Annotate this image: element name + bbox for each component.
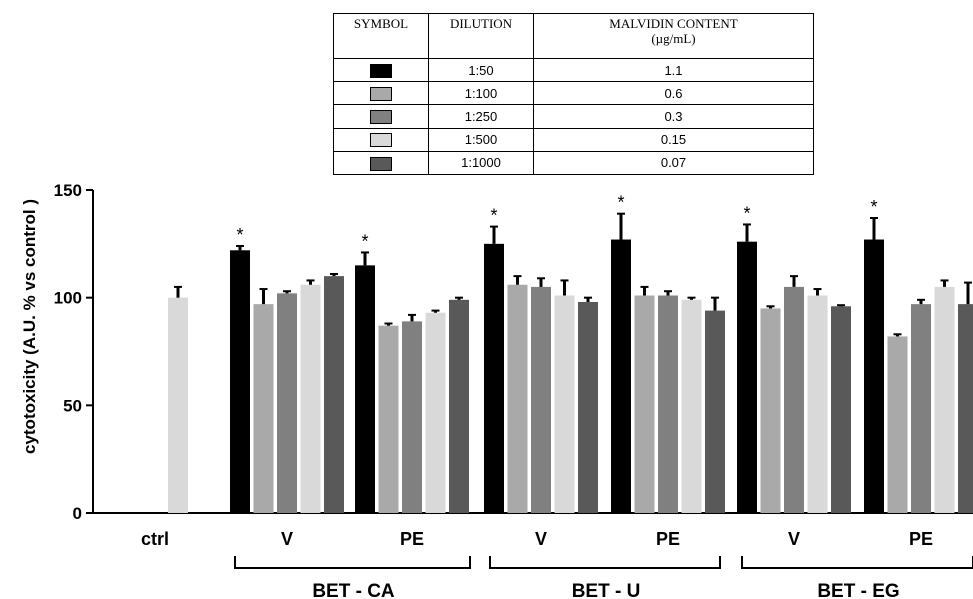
- legend-symbol-cell: [333, 150, 429, 176]
- legend-symbol-cell: [333, 104, 429, 129]
- bar: [887, 336, 908, 513]
- bar: [958, 304, 973, 513]
- bar: [277, 293, 297, 513]
- significance-marker: *: [236, 225, 243, 245]
- group-bracket: [489, 556, 721, 569]
- legend-row: 1:50 1.1: [333, 57, 814, 83]
- bar: [611, 239, 631, 513]
- legend-header-dilution: DILUTION: [428, 13, 534, 59]
- legend-content: 1.1: [533, 57, 814, 83]
- legend-row: 1:100 0.6: [333, 81, 814, 106]
- category-label: V: [788, 529, 800, 549]
- category-label: V: [535, 529, 547, 549]
- legend-content: 0.3: [533, 104, 814, 129]
- bar: [681, 299, 702, 513]
- bar: [864, 239, 884, 513]
- bar: [737, 241, 757, 513]
- bar: [531, 286, 551, 513]
- category-label: PE: [400, 529, 424, 549]
- bar: [554, 295, 575, 513]
- y-tick-label: 0: [73, 504, 82, 523]
- bar: [807, 295, 828, 513]
- bar: [168, 297, 188, 513]
- group-label: BET - U: [572, 581, 641, 599]
- y-tick-label: 150: [54, 181, 82, 200]
- significance-marker: *: [361, 231, 368, 251]
- bar: [507, 284, 528, 513]
- legend-dilution: 1:50: [428, 57, 534, 83]
- bar: [634, 295, 655, 513]
- legend-table: SYMBOL DILUTION MALVIDIN CONTENT (µg/mL)…: [333, 13, 814, 176]
- legend-header-content-title: MALVIDIN CONTENT: [609, 16, 738, 31]
- legend-row: 1:1000 0.07: [333, 150, 814, 176]
- group-bracket: [234, 556, 471, 569]
- significance-marker: *: [743, 203, 750, 223]
- legend-swatch: [370, 63, 392, 78]
- legend-dilution: 1:500: [428, 127, 534, 152]
- legend-header-content-unit: (µg/mL): [651, 31, 696, 46]
- y-tick-label: 50: [63, 396, 82, 415]
- significance-marker: *: [490, 206, 497, 226]
- bar: [934, 286, 955, 513]
- category-label: ctrl: [141, 529, 169, 549]
- bar: [705, 310, 725, 513]
- legend-symbol-cell: [333, 57, 429, 83]
- bar: [449, 299, 469, 513]
- category-label: V: [281, 529, 293, 549]
- y-axis-label: cytotoxicity (A.U. % vs control ): [20, 199, 39, 454]
- bar: [253, 304, 274, 513]
- legend-swatch: [370, 156, 392, 171]
- bar: [378, 325, 399, 513]
- legend-dilution: 1:250: [428, 104, 534, 129]
- group-label: BET - EG: [817, 581, 899, 599]
- group-bracket: [741, 556, 973, 569]
- category-label: PE: [909, 529, 933, 549]
- legend-row: 1:250 0.3: [333, 104, 814, 129]
- bar: [911, 304, 931, 513]
- category-label: PE: [656, 529, 680, 549]
- bar: [578, 301, 598, 513]
- bar: [760, 308, 781, 513]
- legend-header-symbol: SYMBOL: [333, 13, 429, 59]
- legend-swatch: [370, 133, 392, 148]
- significance-marker: *: [617, 193, 624, 213]
- bar: [484, 243, 504, 514]
- bar: [658, 295, 678, 513]
- bar: [831, 306, 851, 513]
- legend-symbol-cell: [333, 81, 429, 106]
- bar: [402, 321, 422, 513]
- bar: [230, 250, 250, 513]
- legend-swatch: [370, 110, 392, 125]
- bar: [784, 286, 804, 513]
- legend-content: 0.6: [533, 81, 814, 106]
- bar: [355, 265, 375, 513]
- legend-content: 0.07: [533, 150, 814, 176]
- bar: [425, 312, 446, 513]
- significance-marker: *: [870, 197, 877, 217]
- y-tick-label: 100: [54, 289, 82, 308]
- bar: [300, 284, 321, 513]
- legend-dilution: 1:1000: [428, 150, 534, 176]
- legend-swatch: [370, 87, 392, 102]
- legend-symbol-cell: [333, 127, 429, 152]
- group-label: BET - CA: [312, 581, 395, 599]
- bar: [324, 276, 344, 513]
